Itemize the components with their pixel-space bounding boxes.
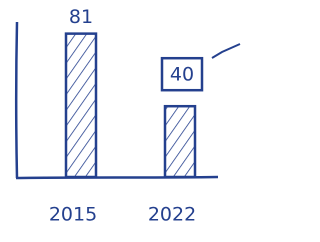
bar: [66, 34, 96, 177]
x-tick-label: 2015: [49, 204, 97, 226]
chart: 2015 81 2022 40: [0, 0, 247, 242]
x-tick-label: 2022: [148, 204, 196, 226]
value-label: 81: [69, 6, 93, 28]
bar: [165, 106, 195, 177]
value-label: 40: [170, 64, 194, 86]
check-mark: [212, 44, 240, 58]
y-axis: [16, 22, 17, 178]
